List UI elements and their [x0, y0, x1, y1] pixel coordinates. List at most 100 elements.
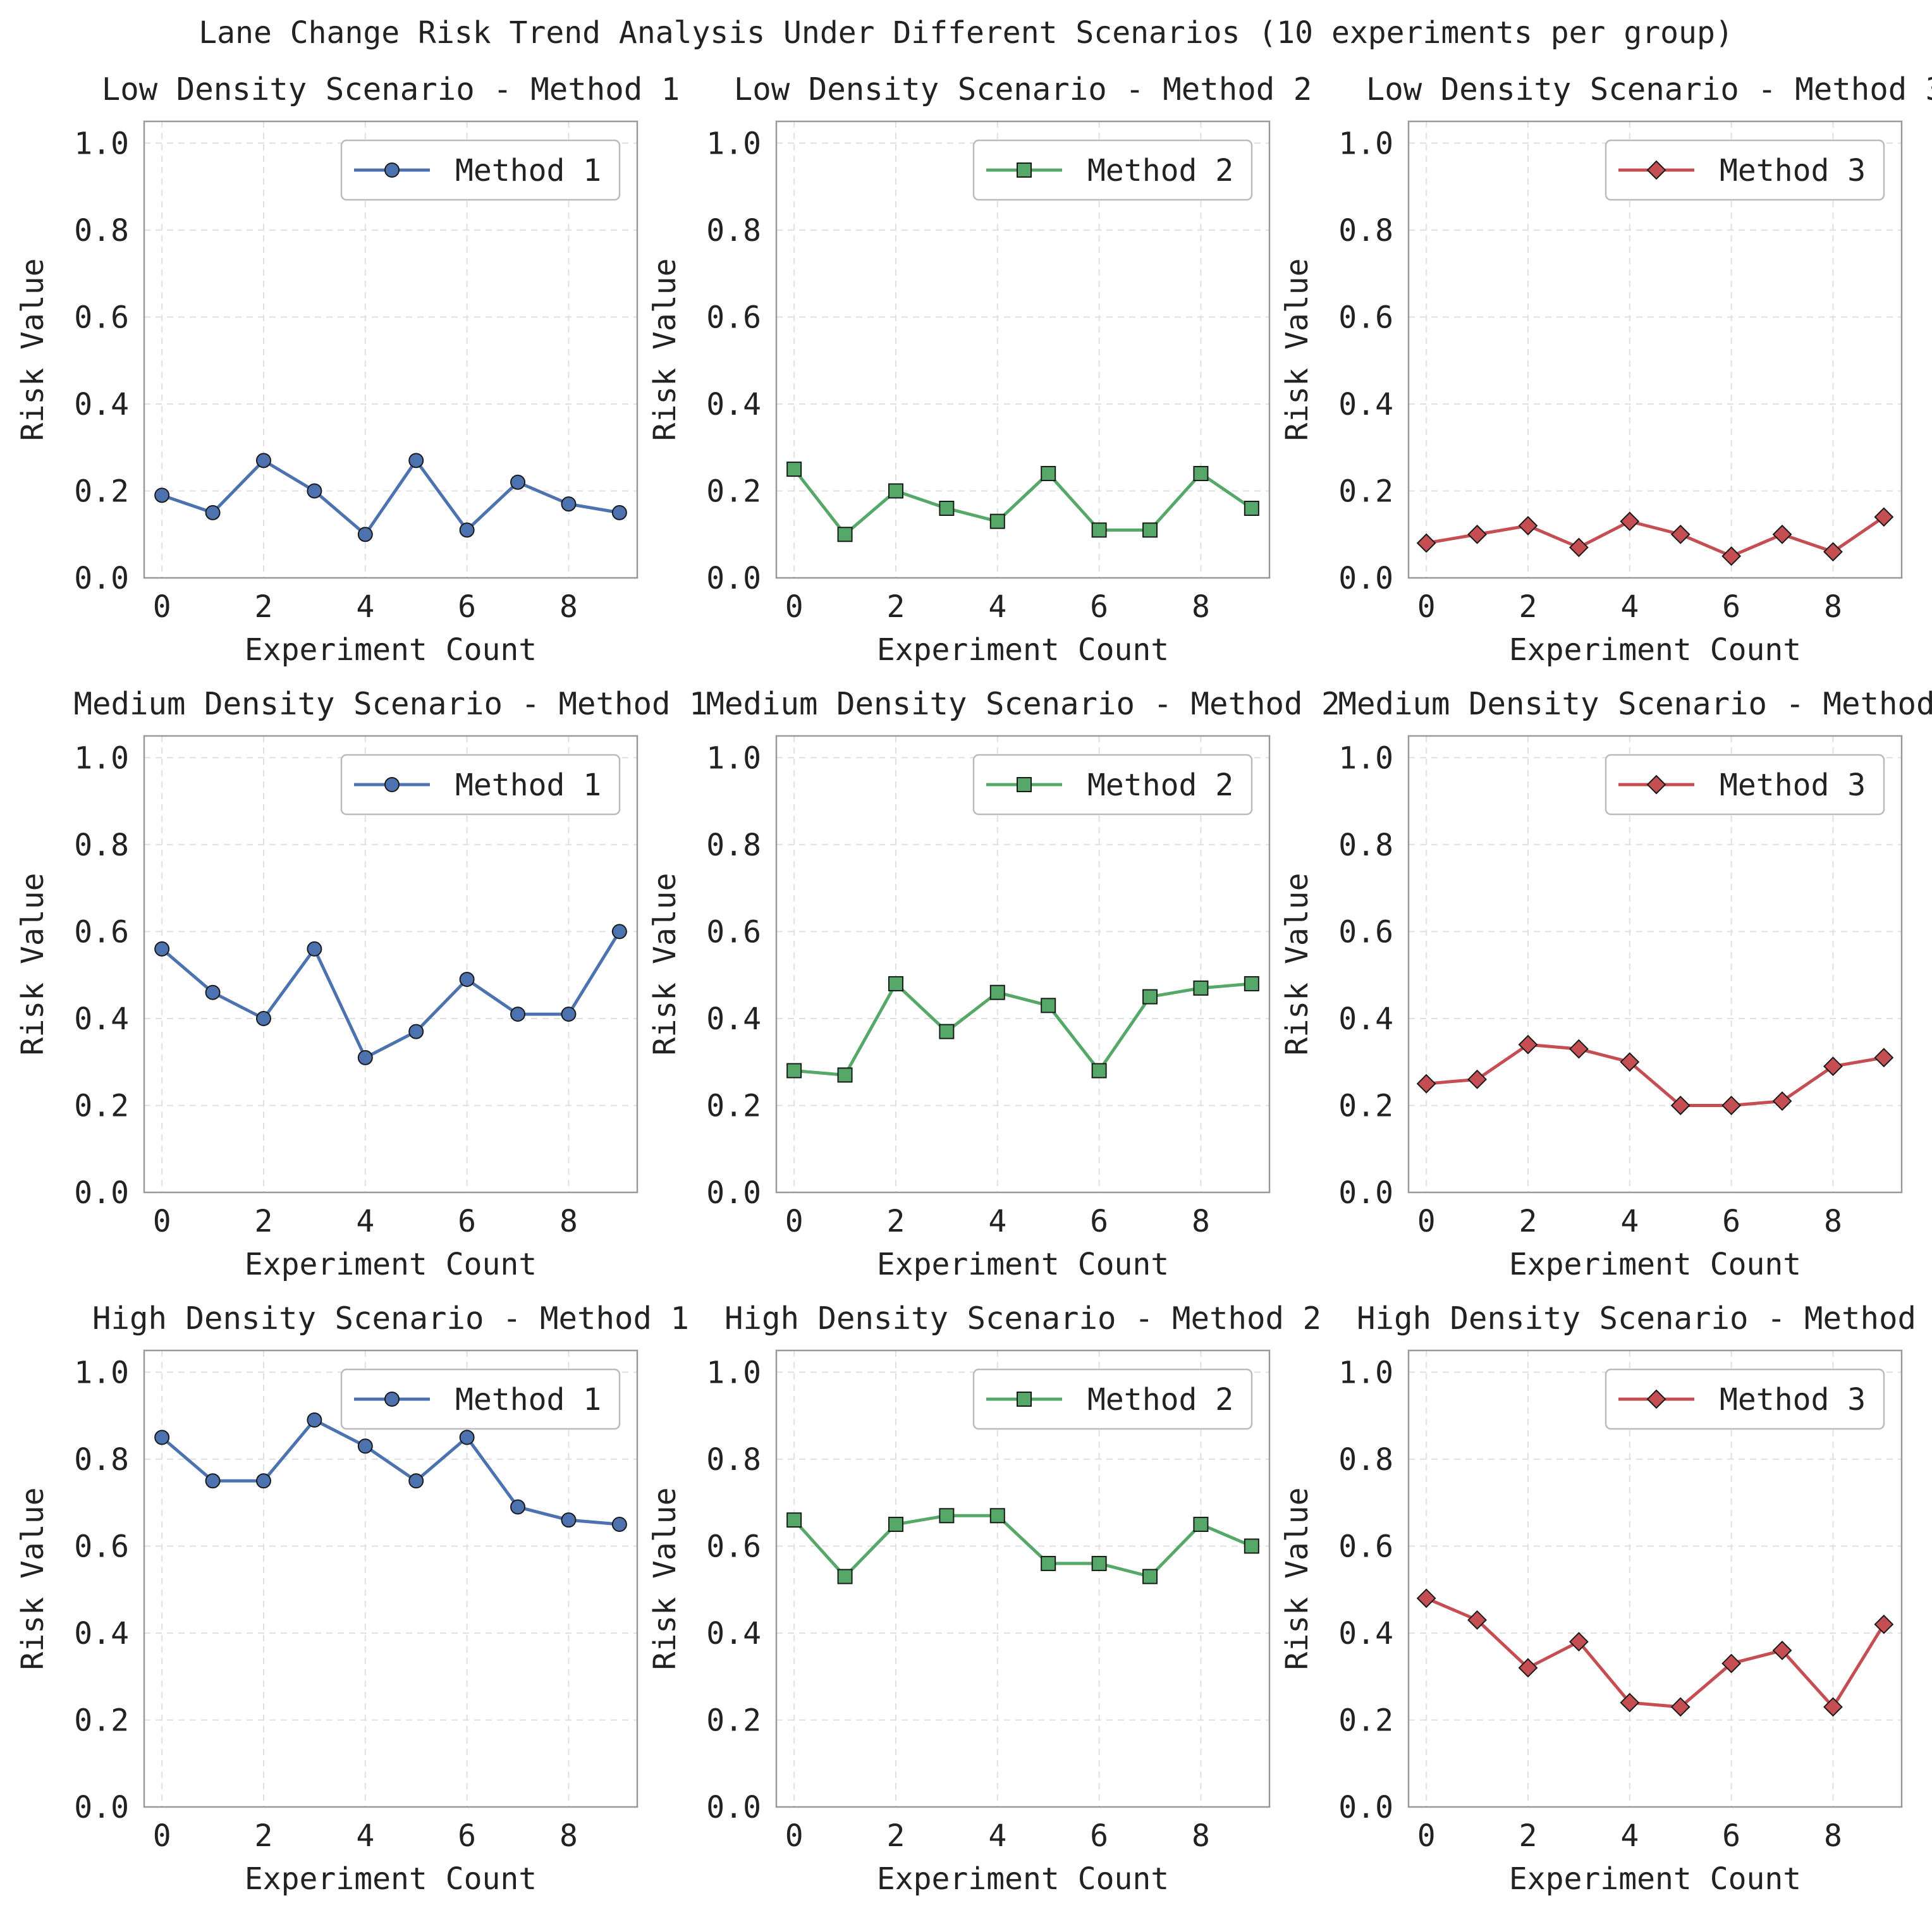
legend-marker	[1646, 160, 1666, 180]
legend: Method 2	[972, 754, 1253, 816]
legend-marker	[384, 1392, 400, 1407]
data-point	[1518, 516, 1538, 536]
legend-box	[1605, 1368, 1885, 1430]
y-axis-label: Risk Value	[1280, 1488, 1315, 1670]
data-point	[611, 505, 627, 520]
x-axis-label: Experiment Count	[1509, 632, 1801, 668]
plot-frame	[775, 120, 1271, 579]
data-point	[1041, 1555, 1056, 1571]
x-axis-label: Experiment Count	[1509, 1247, 1801, 1282]
x-tick-label: 8	[1192, 589, 1210, 625]
data-point	[1772, 524, 1792, 544]
y-tick-label: 0.4	[74, 387, 129, 422]
data-point	[1620, 1052, 1640, 1072]
plot-frame	[143, 1349, 639, 1808]
y-tick-label: 1.0	[706, 126, 761, 161]
data-point	[357, 527, 373, 542]
data-point	[561, 1007, 577, 1022]
panel-title: Medium Density Scenario - Method 1	[73, 686, 707, 722]
legend-label: Method 2	[1087, 1382, 1233, 1417]
x-axis-label: Experiment Count	[877, 1247, 1169, 1282]
legend: Method 2	[972, 1368, 1253, 1430]
chart-panel-6: 0.0 0.2 0.4 0.6 0.8 1.0 0 2 4 6 8 Experiment Count R…	[1280, 686, 1932, 1282]
x-tick-label: 4	[1620, 1818, 1639, 1854]
data-point	[1518, 1034, 1538, 1055]
y-tick-label: 0.6	[1338, 1529, 1393, 1564]
y-tick-label: 0.8	[74, 213, 129, 248]
data-point	[459, 522, 475, 538]
data-point	[786, 1512, 802, 1528]
x-tick-label: 2	[887, 1204, 905, 1239]
x-tick-label: 4	[356, 1818, 374, 1854]
data-point	[408, 1473, 424, 1489]
y-axis-label: Risk Value	[15, 873, 51, 1056]
data-point	[989, 984, 1005, 1000]
x-tick-label: 8	[1824, 589, 1842, 625]
x-tick-label: 0	[153, 1204, 171, 1239]
data-point	[154, 1429, 170, 1445]
y-tick-label: 0.0	[706, 561, 761, 596]
data-point	[939, 500, 955, 516]
chart-panel-3: 0.0 0.2 0.4 0.6 0.8 1.0 0 2 4 6 8 Experiment Count R…	[1280, 71, 1932, 668]
y-axis-label: Risk Value	[1280, 873, 1315, 1056]
y-tick-label: 0.4	[74, 1001, 129, 1037]
chart-panel-1: 0.0 0.2 0.4 0.6 0.8 1.0 0 2 4 6 8 Experiment Count R…	[15, 71, 680, 668]
y-tick-label: 0.0	[74, 561, 129, 596]
x-tick-label: 2	[1519, 1204, 1538, 1239]
y-axis-label: Risk Value	[15, 259, 51, 441]
y-tick-label: 0.4	[74, 1616, 129, 1651]
plot-frame	[143, 735, 639, 1194]
x-tick-label: 0	[785, 1204, 804, 1239]
data-point	[611, 924, 627, 940]
legend-label: Method 2	[1087, 768, 1233, 803]
y-tick-label: 0.6	[1338, 300, 1393, 335]
x-tick-label: 8	[1192, 1204, 1210, 1239]
panel-title: Low Density Scenario - Method 3	[1366, 71, 1932, 107]
y-tick-label: 0.4	[1338, 1001, 1393, 1037]
x-tick-label: 2	[1519, 589, 1538, 625]
x-tick-label: 4	[356, 1204, 374, 1239]
y-tick-label: 0.4	[706, 1001, 761, 1037]
y-tick-label: 0.0	[1338, 1175, 1393, 1211]
data-point	[1721, 1096, 1742, 1115]
y-tick-label: 1.0	[706, 1355, 761, 1390]
series-line	[161, 458, 620, 536]
y-tick-label: 0.8	[706, 1442, 761, 1478]
x-tick-label: 4	[356, 589, 374, 625]
x-tick-label: 8	[559, 1818, 578, 1854]
data-point	[1823, 1697, 1843, 1717]
plot-frame	[775, 1349, 1271, 1808]
data-point	[357, 1050, 373, 1065]
legend: Method 3	[1605, 754, 1885, 816]
data-point	[1874, 1614, 1894, 1634]
x-tick-label: 6	[458, 1204, 476, 1239]
panel-title: High Density Scenario - Method 3	[1357, 1301, 1932, 1337]
legend: Method 3	[1605, 139, 1885, 201]
data-point	[1416, 1074, 1436, 1094]
data-point	[1467, 524, 1487, 544]
data-point	[786, 462, 802, 477]
data-point	[888, 976, 903, 991]
x-tick-label: 8	[559, 589, 578, 625]
legend-label: Method 1	[455, 153, 601, 188]
x-tick-label: 2	[887, 1818, 905, 1854]
x-tick-label: 6	[1090, 1818, 1108, 1854]
legend-box	[1605, 139, 1885, 201]
y-tick-label: 1.0	[74, 126, 129, 161]
data-point	[154, 487, 170, 503]
legend-label: Method 2	[1087, 153, 1233, 188]
series-line	[1426, 515, 1885, 558]
legend-box	[340, 1368, 621, 1430]
legend-box	[972, 139, 1253, 201]
y-tick-label: 0.6	[1338, 914, 1393, 950]
y-tick-label: 0.4	[1338, 1616, 1393, 1651]
y-tick-label: 0.2	[74, 1088, 129, 1123]
legend-label: Method 1	[455, 768, 601, 803]
x-tick-label: 6	[1722, 1818, 1740, 1854]
data-point	[837, 1569, 853, 1584]
legend-marker	[384, 162, 400, 178]
plot-frame	[143, 120, 639, 579]
y-tick-label: 0.8	[1338, 828, 1393, 863]
panel-title: Medium Density Scenario - Method 2	[706, 686, 1340, 722]
y-tick-label: 0.8	[74, 1442, 129, 1478]
